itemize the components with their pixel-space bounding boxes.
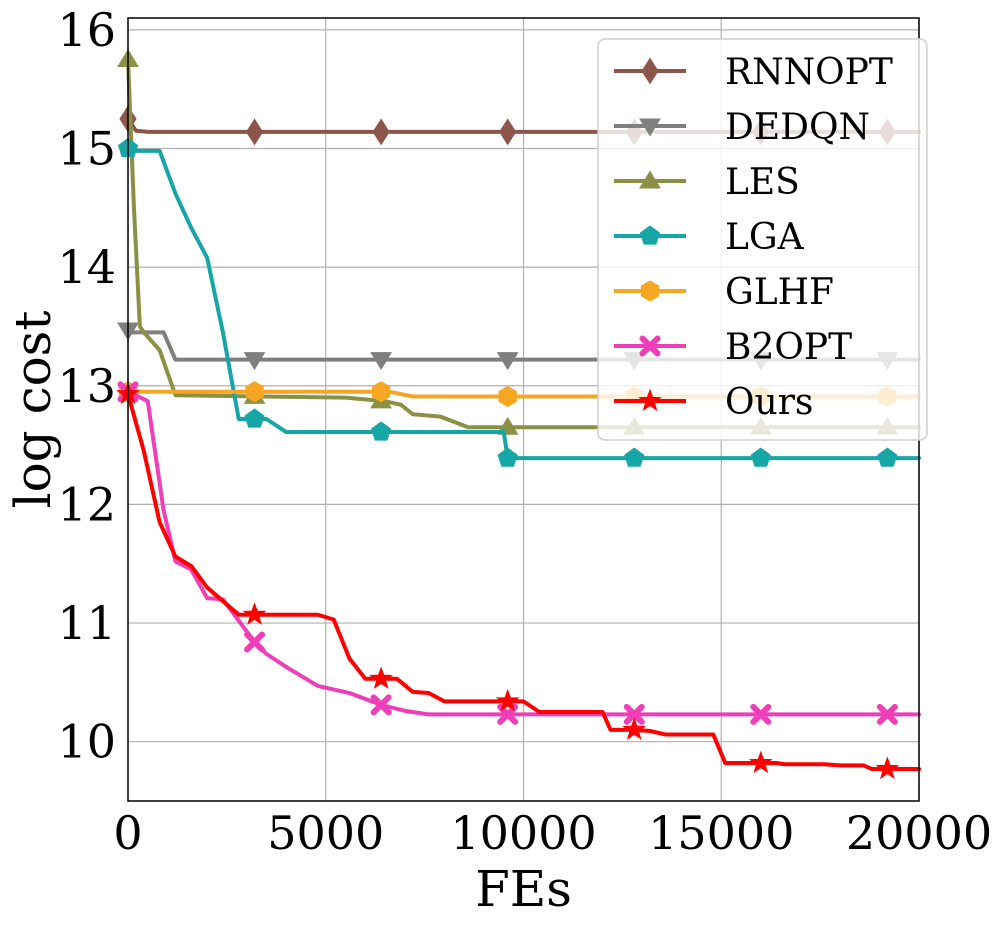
y-tick-label: 13 xyxy=(57,359,116,413)
legend-box xyxy=(597,38,928,441)
legend-item-les: LES xyxy=(614,162,800,203)
series-line-ours xyxy=(126,392,921,771)
data-point-ours xyxy=(622,717,647,740)
data-point-b2opt xyxy=(750,703,772,725)
series-b2opt xyxy=(117,381,921,725)
data-point-ours xyxy=(242,602,267,625)
legend-marker xyxy=(639,335,661,357)
data-point-dedqn xyxy=(370,352,393,371)
legend-label: Ours xyxy=(725,382,813,423)
data-point-lga xyxy=(750,447,771,467)
data-point-lga xyxy=(497,447,518,467)
series-lga xyxy=(117,137,921,467)
legend-item-rnnopt: RNNOPT xyxy=(614,52,893,93)
x-tick-label: 0 xyxy=(113,806,142,860)
y-tick-label: 14 xyxy=(57,240,116,294)
legend-label: GLHF xyxy=(725,272,834,313)
y-tick-label: 12 xyxy=(57,477,116,531)
legend-marker xyxy=(641,57,659,85)
x-tick-label: 20000 xyxy=(846,806,992,860)
legend-label: RNNOPT xyxy=(725,52,893,93)
y-tick-label: 10 xyxy=(57,715,116,769)
x-axis-label: FEs xyxy=(475,860,572,918)
x-tick-label: 10000 xyxy=(450,806,596,860)
series-line-lga xyxy=(126,146,921,461)
data-point-dedqn xyxy=(243,352,266,371)
legend-marker xyxy=(639,118,661,137)
data-point-lga xyxy=(624,447,645,467)
data-point-b2opt xyxy=(876,703,898,725)
legend-item-glhf: GLHF xyxy=(614,272,834,313)
data-point-b2opt xyxy=(370,694,392,716)
tick-labels: 0 5000 10000 15000 20000 10 11 12 13 14 15 16 xyxy=(57,3,992,860)
legend-marker xyxy=(640,280,660,302)
data-point-glhf xyxy=(245,381,264,403)
y-tick-label: 11 xyxy=(57,596,116,650)
x-tick-label: 15000 xyxy=(648,806,794,860)
legend-marker xyxy=(638,388,662,412)
data-point-rnnopt xyxy=(245,118,264,146)
data-point-b2opt xyxy=(623,703,645,725)
data-point-ours xyxy=(748,750,773,774)
legend-label: LES xyxy=(725,162,800,203)
data-point-ours xyxy=(875,756,900,780)
y-axis-label: log cost xyxy=(4,311,62,509)
legend-label: DEDQN xyxy=(725,107,870,148)
legend-marker xyxy=(639,170,661,189)
data-point-ours xyxy=(369,666,393,689)
data-point-glhf xyxy=(498,385,517,408)
y-tick-label: 15 xyxy=(57,122,116,176)
data-point-lga xyxy=(371,421,392,441)
legend-item-b2opt: B2OPT xyxy=(614,327,852,368)
legend-item-dedqn: DEDQN xyxy=(614,107,870,148)
legend-marker xyxy=(639,225,661,245)
series-ours xyxy=(116,381,921,780)
data-point-ours xyxy=(495,688,520,712)
legend-label: LGA xyxy=(725,217,805,258)
data-point-b2opt xyxy=(244,631,266,653)
data-point-lga xyxy=(877,447,898,467)
legend-item-ours: Ours xyxy=(614,382,813,423)
data-point-rnnopt xyxy=(499,118,517,146)
y-tick-label: 16 xyxy=(57,3,116,57)
legend-item-lga: LGA xyxy=(614,217,805,258)
legend: RNNOPT DEDQN LES LGA GLHF B2OPT Ours xyxy=(597,38,928,441)
data-point-lga xyxy=(244,408,265,428)
x-tick-label: 5000 xyxy=(267,806,384,860)
data-point-rnnopt xyxy=(372,118,390,146)
data-point-dedqn xyxy=(496,352,519,371)
legend-label: B2OPT xyxy=(725,327,852,368)
series-line-les xyxy=(126,57,921,430)
data-point-glhf xyxy=(371,381,391,403)
